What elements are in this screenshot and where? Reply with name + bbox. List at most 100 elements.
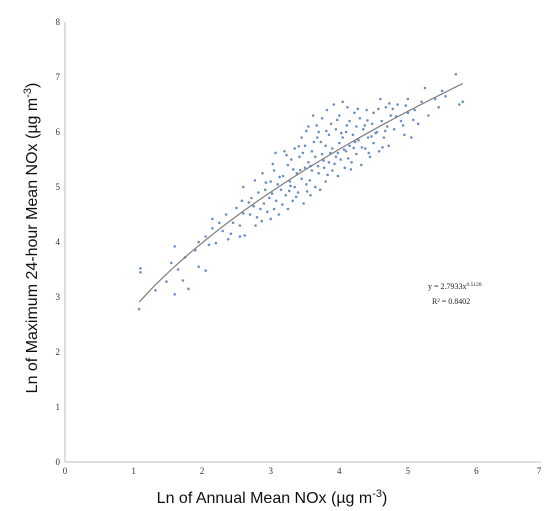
data-point xyxy=(359,163,363,167)
data-point xyxy=(406,97,410,101)
data-point xyxy=(240,199,244,203)
y-tick-label: 5 xyxy=(56,182,61,192)
data-point xyxy=(387,144,391,148)
data-point xyxy=(349,168,353,171)
data-point xyxy=(288,180,292,183)
data-point xyxy=(427,114,430,117)
data-point xyxy=(279,188,283,192)
data-point xyxy=(298,155,301,159)
data-point xyxy=(261,172,264,175)
data-point xyxy=(214,241,218,245)
data-point xyxy=(412,118,415,122)
data-point xyxy=(311,114,315,117)
data-point xyxy=(302,202,305,205)
data-point xyxy=(286,207,290,211)
data-point xyxy=(343,166,347,170)
data-point xyxy=(300,136,303,139)
data-point xyxy=(317,172,321,175)
data-point xyxy=(137,307,141,311)
data-point xyxy=(139,271,142,274)
data-point xyxy=(341,136,345,139)
data-point xyxy=(257,191,260,194)
data-point xyxy=(207,243,211,247)
data-point xyxy=(295,172,299,175)
data-point xyxy=(322,166,326,170)
data-point xyxy=(331,169,334,172)
data-point xyxy=(307,125,310,128)
data-point xyxy=(401,124,405,127)
data-point xyxy=(250,196,253,200)
data-point xyxy=(444,95,447,98)
data-point xyxy=(224,213,228,216)
data-point xyxy=(281,174,285,178)
data-point xyxy=(254,224,257,227)
data-point xyxy=(229,232,233,235)
data-point xyxy=(346,157,350,160)
data-point xyxy=(197,240,200,244)
data-point xyxy=(461,100,465,104)
data-point xyxy=(305,190,309,193)
data-point xyxy=(242,212,245,215)
data-point xyxy=(336,174,340,178)
data-point xyxy=(363,124,367,127)
data-point xyxy=(303,166,307,170)
data-point xyxy=(297,145,301,148)
data-point xyxy=(283,150,286,153)
x-tick-labels: 0 1 2 3 4 5 6 7 xyxy=(63,466,542,476)
data-point xyxy=(281,203,284,206)
data-point xyxy=(370,122,374,126)
data-point xyxy=(372,111,375,115)
data-point xyxy=(365,108,369,112)
x-tick-label: 5 xyxy=(406,466,411,476)
data-point xyxy=(305,183,308,186)
x-tick-label: 1 xyxy=(131,466,136,476)
data-point xyxy=(139,267,142,270)
data-point xyxy=(325,129,328,133)
data-point xyxy=(252,204,255,208)
data-point xyxy=(312,140,316,144)
data-point xyxy=(416,122,420,126)
data-point xyxy=(454,73,458,76)
data-point xyxy=(262,202,266,205)
data-point xyxy=(307,161,310,164)
data-point xyxy=(334,128,338,131)
data-point xyxy=(326,173,329,177)
data-point xyxy=(293,147,297,150)
data-point xyxy=(176,268,180,271)
data-point xyxy=(266,210,269,214)
data-point xyxy=(368,155,372,159)
data-point xyxy=(221,229,224,233)
data-point xyxy=(434,97,437,101)
data-point xyxy=(340,131,343,135)
data-point xyxy=(353,111,356,115)
y-axis-title: Ln of Maximum 24-hour Mean NOx (µg m-3) xyxy=(22,83,41,394)
data-point xyxy=(315,124,319,127)
data-point xyxy=(335,118,339,122)
data-point xyxy=(437,106,441,109)
data-point xyxy=(348,119,351,123)
data-point xyxy=(345,124,349,127)
data-point xyxy=(271,162,275,166)
data-point xyxy=(370,135,373,138)
data-point xyxy=(290,158,293,161)
data-point xyxy=(170,261,173,265)
data-point xyxy=(309,194,312,197)
data-point xyxy=(382,136,386,139)
x-tick-label: 6 xyxy=(474,466,479,476)
data-point xyxy=(291,199,295,203)
data-point xyxy=(336,151,340,155)
data-point xyxy=(260,219,264,223)
data-point xyxy=(286,163,290,167)
data-point xyxy=(338,141,341,145)
data-point xyxy=(355,152,358,156)
data-point xyxy=(268,196,271,200)
data-point xyxy=(364,147,367,150)
data-point xyxy=(173,293,176,296)
data-point xyxy=(324,144,327,148)
data-point xyxy=(389,114,393,117)
data-point xyxy=(253,179,257,182)
x-tick-label: 4 xyxy=(337,466,342,476)
data-point xyxy=(338,114,341,117)
data-point xyxy=(392,128,396,131)
